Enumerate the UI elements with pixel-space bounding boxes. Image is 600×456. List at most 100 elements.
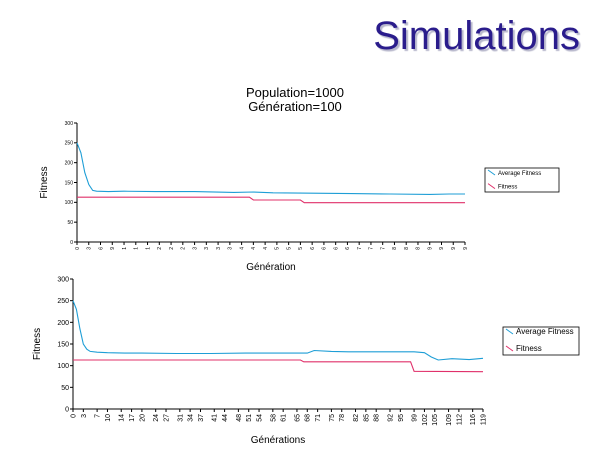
slide-title: Simulations (373, 14, 580, 58)
chart-2-y-tick-label: 300 (57, 276, 69, 283)
chart-1-subtitle: Génération=100 (248, 99, 342, 114)
chart-2-legend-label: Average Fitness (516, 327, 574, 336)
chart-1-x-tick-label: 6 (98, 247, 104, 250)
chart-1-x-tick-label: 9 (427, 247, 433, 250)
chart-2-y-tick-label: 250 (57, 298, 69, 305)
chart-2-x-tick-label: 54 (257, 414, 264, 422)
chart-2-x-tick-label: 48 (236, 414, 243, 422)
chart-1-legend (484, 167, 560, 193)
chart-1-x-tick-label: 6 (310, 247, 316, 250)
chart-1-series-fitness-line (77, 196, 465, 204)
chart-2-x-tick-label: 95 (398, 414, 405, 422)
chart-1-x-tick-label: 3 (87, 247, 93, 250)
chart-1-x-tick-label: 1 (134, 247, 140, 250)
chart-1-x-tick-label: 2 (181, 247, 187, 250)
chart-1-y-tick-label: 150 (65, 180, 74, 186)
chart-2-x-tick-label: 102 (422, 414, 429, 426)
chart-2-x-tick-label: 58 (270, 414, 277, 422)
chart-2-x-tick-label: 112 (456, 414, 463, 425)
chart-1-x-tick-label: 9 (110, 247, 116, 250)
chart-1-x-tick-label: 9 (463, 247, 469, 250)
chart-2-x-tick-label: 105 (432, 414, 439, 426)
chart-1-x-tick-label: 6 (333, 247, 339, 250)
chart-2-x-tick-label: 92 (387, 414, 394, 422)
chart-2-y-tick-label: 150 (57, 341, 69, 348)
chart-1-x-tick-label: 4 (263, 247, 269, 250)
chart-2-x-tick-label: 44 (222, 414, 229, 422)
chart-2-x-tick-label: 85 (363, 414, 370, 422)
chart-2-legend-swatch (505, 328, 514, 335)
chart-1-x-tick-label: 6 (322, 247, 328, 250)
chart-1-x-tick-label: 1 (145, 247, 151, 250)
chart-1-x-tick-label: 3 (228, 247, 234, 250)
chart-2-x-axis-label: Générations (251, 435, 305, 446)
chart-1-x-axis-label: Génération (246, 262, 295, 273)
chart-1-x-tick-label: 6 (345, 247, 351, 250)
chart-2-x-tick-label: 65 (294, 414, 301, 422)
chart-2-y-tick-label: 200 (57, 320, 69, 327)
chart-2-x-tick-label: 82 (353, 414, 360, 422)
chart-2-x-tick-label: 75 (329, 414, 336, 422)
chart-1-legend-label: Average Fitness (498, 171, 541, 177)
chart-1-y-tick-label: 300 (65, 121, 74, 127)
chart-2-y-axis-label: Fitness (32, 328, 43, 360)
chart-2-x-tick-label: 24 (153, 414, 160, 422)
chart-1-legend-swatch (487, 169, 496, 176)
chart-1-x-tick-label: 5 (298, 247, 304, 250)
chart-2-legend (502, 326, 580, 356)
chart-1-y-axis-label: Fitness (39, 166, 50, 198)
chart-2-x-tick-label: 10 (105, 414, 112, 422)
chart-2-x-tick-label: 68 (305, 414, 312, 422)
chart-1-x-tick-label: 7 (369, 247, 375, 250)
chart-1-x-tick-label: 4 (239, 247, 245, 250)
chart-1-legend-label: Fitness (498, 185, 517, 191)
chart-1-x-tick-label: 0 (75, 247, 81, 250)
chart-1-x-tick-label: 1 (122, 247, 128, 250)
chart-2-y-tick-label: 50 (61, 385, 69, 392)
chart-2-x-tick-label: 27 (163, 414, 170, 422)
chart-1-title: Population=1000 (246, 85, 344, 100)
chart-1-y-tick-label: 250 (65, 141, 74, 147)
chart-1-y-tick-label: 100 (65, 200, 74, 206)
chart-1-x-tick-label: 7 (380, 247, 386, 250)
chart-2-x-tick-label: 3 (81, 414, 88, 418)
chart-1-y-tick-label: 50 (67, 220, 73, 226)
chart-1-x-tick-label: 2 (169, 247, 175, 250)
chart-1-x-tick-label: 8 (404, 247, 410, 250)
chart-2-x-tick-label: 116 (470, 414, 477, 425)
chart-1-y-tick-label: 200 (65, 160, 74, 166)
chart-1-x-tick-label: 5 (286, 247, 292, 250)
chart-2-x-tick-label: 88 (374, 414, 381, 422)
chart-2-series-fitness-line (73, 359, 484, 373)
chart-2-x-tick-label: 71 (315, 414, 322, 422)
chart-1-y-tick-label: 0 (70, 240, 73, 246)
chart-2-y-tick-label: 0 (65, 406, 69, 413)
chart-2-series-average-fitness-line (72, 300, 484, 361)
chart-2-x-tick-label: 7 (95, 414, 102, 418)
chart-2-x-tick-label: 61 (281, 414, 288, 422)
chart-1-series-average-fitness-line (76, 142, 465, 195)
chart-2-legend-label: Fitness (516, 344, 542, 353)
chart-1-x-tick-label: 5 (275, 247, 281, 250)
chart-2-x-tick-label: 119 (480, 414, 487, 425)
chart-1-x-tick-label: 4 (251, 247, 257, 250)
chart-1-x-tick-label: 9 (439, 247, 445, 250)
chart-2-x-tick-label: 0 (70, 414, 77, 418)
chart-1-x-tick-label: 2 (157, 247, 163, 250)
chart-2-x-tick-label: 37 (198, 414, 205, 422)
chart-2-x-tick-label: 109 (446, 414, 453, 426)
chart-2-x-tick-label: 17 (129, 414, 136, 422)
chart-1-x-tick-label: 8 (416, 247, 422, 250)
chart-2-x-tick-label: 41 (212, 414, 219, 422)
chart-2-legend-swatch (505, 345, 514, 352)
chart-2-x-tick-label: 14 (119, 414, 126, 422)
chart-1-x-tick-label: 3 (192, 247, 198, 250)
chart-2-x-tick-label: 20 (139, 414, 146, 422)
chart-1-legend-swatch (487, 183, 496, 190)
chart-1-x-tick-label: 8 (392, 247, 398, 250)
chart-2-x-tick-label: 99 (412, 414, 419, 422)
chart-1-x-tick-label: 3 (204, 247, 210, 250)
chart-2-x-tick-label: 51 (246, 414, 253, 422)
